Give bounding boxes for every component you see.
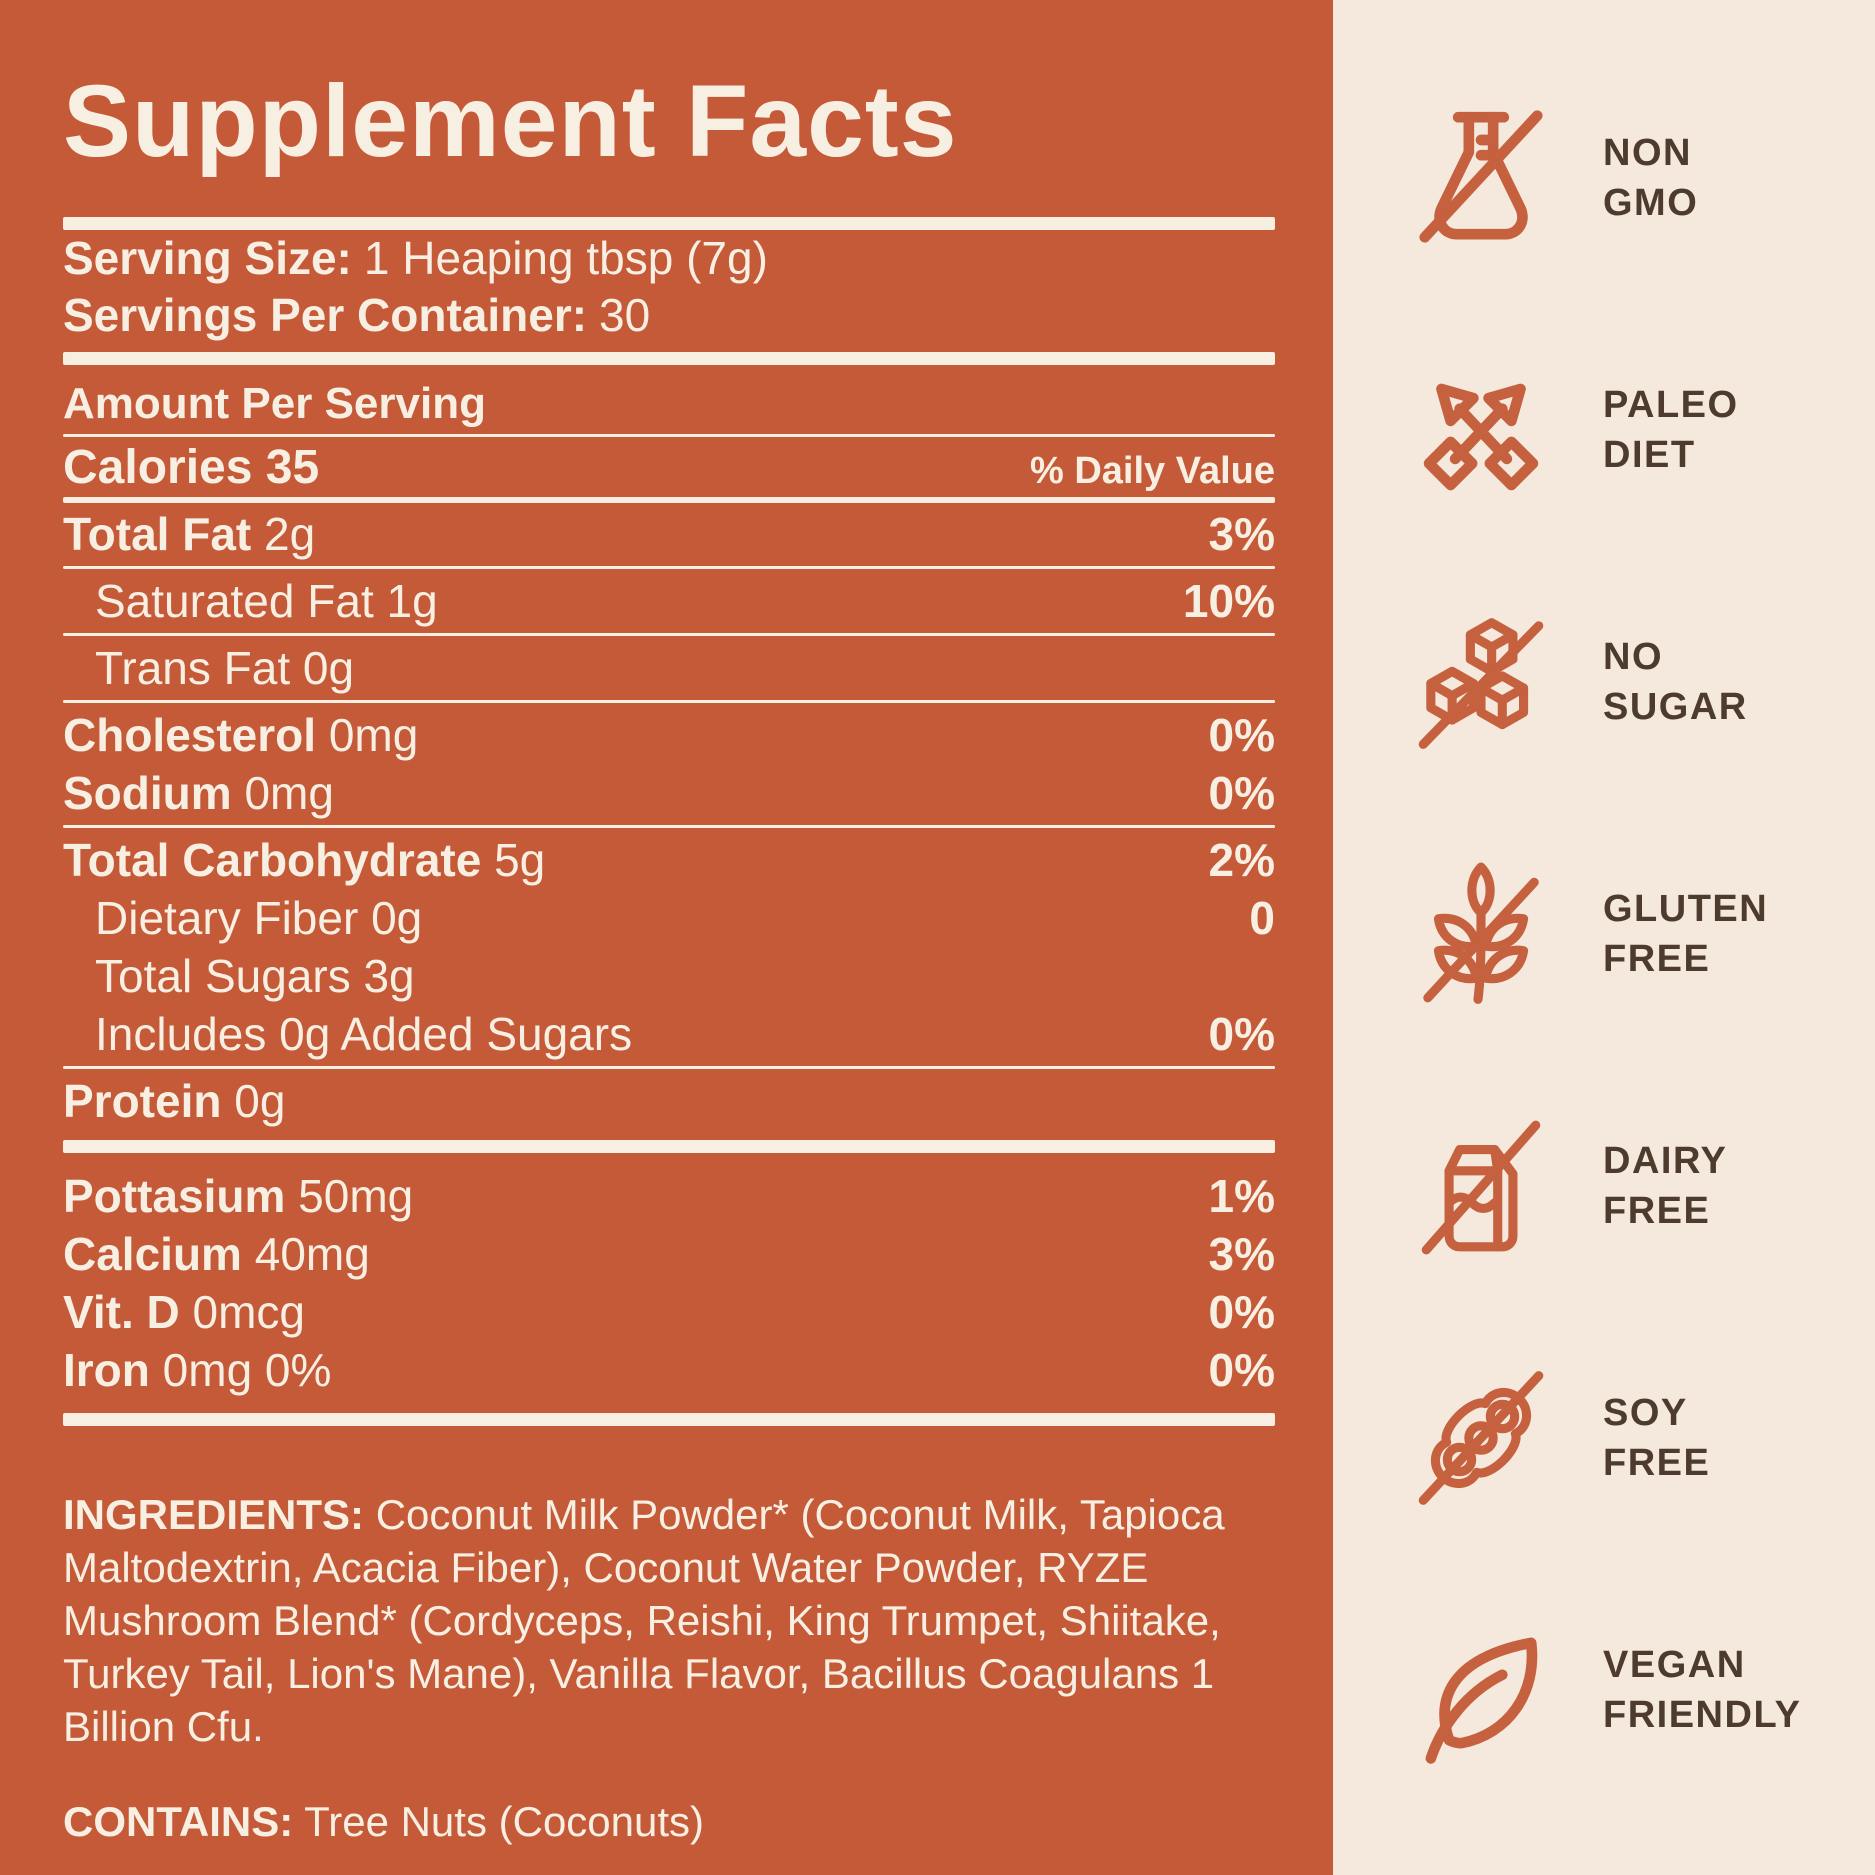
fact-row-added-sugars: Includes 0g Added Sugars 0% [95, 1008, 1275, 1061]
servings-label: Servings Per Container: [63, 289, 588, 342]
servings-value: 30 [599, 289, 651, 342]
calories-value: Calories 35 [63, 441, 320, 495]
badge-label: NO SUGAR [1603, 636, 1748, 728]
badge-gluten-free: GLUTEN FREE [1333, 808, 1875, 1060]
dairy-free-icon [1421, 1120, 1541, 1255]
badge-non-gmo: NON GMO [1333, 52, 1875, 304]
serving-size-row: Serving Size: 1 Heaping tbsp (7g) [63, 230, 1275, 287]
fact-row-trans-fat: Trans Fat 0g [95, 642, 355, 695]
benefits-sidebar: NON GMO PALEO DIET [1333, 0, 1875, 1875]
fact-row-cholesterol: Cholesterol 0mg 0% [63, 709, 1275, 762]
page-title: Supplement Facts [63, 64, 958, 178]
non-gmo-icon [1419, 110, 1543, 243]
servings-per-container-row: Servings Per Container: 30 [63, 287, 1275, 344]
divider-thick [63, 217, 1275, 231]
divider-thick [63, 1413, 1275, 1427]
amount-per-serving-label: Amount Per Serving [63, 379, 486, 429]
divider-thin [63, 700, 1275, 704]
divider-thin [63, 434, 1275, 438]
badge-label: PALEO DIET [1603, 384, 1739, 476]
contains-text: Tree Nuts (Coconuts) [304, 1798, 705, 1846]
contains-label: CONTAINS: [63, 1798, 294, 1846]
fact-row-iron: Iron 0mg 0% 0% [63, 1344, 1275, 1397]
daily-value-header: % Daily Value [1029, 450, 1275, 493]
badge-label: DAIRY FREE [1603, 1140, 1728, 1232]
paleo-diet-icon [1423, 383, 1539, 491]
badge-label: VEGAN FRIENDLY [1603, 1644, 1802, 1736]
vegan-friendly-icon [1425, 1637, 1538, 1764]
badge-label: GLUTEN FREE [1603, 888, 1769, 980]
badge-dairy-free: DAIRY FREE [1333, 1060, 1875, 1312]
divider-thick [63, 352, 1275, 366]
divider-thin [63, 1066, 1275, 1070]
divider-thin [63, 633, 1275, 637]
divider-medium [63, 497, 1275, 504]
soy-free-icon [1418, 1371, 1544, 1505]
divider-thin [63, 825, 1275, 829]
fact-row-total-fat: Total Fat 2g 3% [63, 508, 1275, 561]
nutrition-panel: Supplement Facts Serving Size: 1 Heaping … [0, 0, 1333, 1875]
badge-vegan-friendly: VEGAN FRIENDLY [1333, 1564, 1875, 1816]
serving-size-value: 1 Heaping tbsp (7g) [363, 232, 768, 285]
fact-row-total-sugars: Total Sugars 3g [95, 950, 415, 1003]
fact-row-total-carbohydrate: Total Carbohydrate 5g 2% [63, 834, 1275, 887]
gluten-free-icon [1423, 862, 1539, 1004]
fact-row-protein: Protein 0g [63, 1075, 286, 1128]
ingredients-label: INGREDIENTS: [63, 1491, 365, 1539]
fact-row-sodium: Sodium 0mg 0% [63, 767, 1275, 820]
divider-thin [63, 566, 1275, 570]
fact-row-vitamin-d: Vit. D 0mcg 0% [63, 1286, 1275, 1339]
fact-row-dietary-fiber: Dietary Fiber 0g 0 [95, 892, 1275, 945]
fact-row-saturated-fat: Saturated Fat 1g 10% [95, 575, 1275, 628]
ingredients-text: Coconut Milk Powder* (Coconut Milk, Tapi… [63, 1491, 1225, 1751]
badge-label: NON GMO [1603, 132, 1699, 224]
badge-paleo-diet: PALEO DIET [1333, 304, 1875, 556]
serving-size-label: Serving Size: [63, 232, 352, 285]
fact-row-pottasium: Pottasium 50mg 1% [63, 1170, 1275, 1223]
contains-paragraph: CONTAINS: Tree Nuts (Coconuts) [63, 1795, 1253, 1848]
no-sugar-icon [1418, 618, 1544, 749]
divider-thick [63, 1140, 1275, 1154]
badge-soy-free: SOY FREE [1333, 1312, 1875, 1564]
badge-no-sugar: NO SUGAR [1333, 556, 1875, 808]
calories-row: Calories 35 % Daily Value [63, 441, 1275, 495]
fact-row-calcium: Calcium 40mg 3% [63, 1228, 1275, 1281]
badge-label: SOY FREE [1603, 1392, 1711, 1484]
ingredients-paragraph: INGREDIENTS: Coconut Milk Powder* (Cocon… [63, 1488, 1253, 1753]
